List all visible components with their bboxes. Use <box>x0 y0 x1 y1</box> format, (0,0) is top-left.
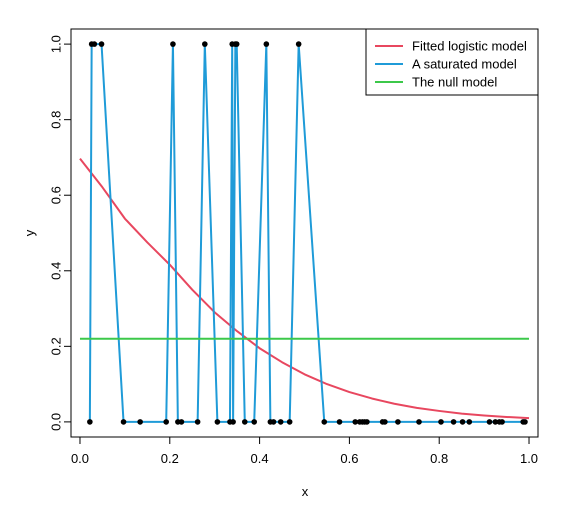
data-point <box>263 41 270 47</box>
the-null-model-legend-label: The null model <box>412 75 497 90</box>
x-axis: 0.0 0.2 0.4 0.6 0.8 1.0 <box>71 436 538 466</box>
legend: Fitted logistic model A saturated model Th… <box>365 28 539 96</box>
data-point <box>91 41 98 47</box>
x-axis-label: x <box>302 484 309 499</box>
data-point <box>194 419 201 425</box>
data-point <box>251 419 258 425</box>
data-point <box>352 419 359 425</box>
y-tick-label: 1.0 <box>49 35 64 53</box>
data-point <box>499 419 505 425</box>
data-point <box>416 419 422 425</box>
data-point <box>492 419 499 425</box>
data-point <box>459 419 466 425</box>
y-axis-label: y <box>22 229 37 236</box>
data-point <box>233 41 240 47</box>
data-point <box>241 419 248 425</box>
points-layer <box>87 41 528 425</box>
data-point <box>277 419 284 425</box>
y-tick-label: 0.0 <box>49 413 64 431</box>
data-point <box>382 419 388 425</box>
fitted-logistic-model-legend-label: Fitted logistic model <box>412 39 527 54</box>
x-tick-label: 0.8 <box>430 451 448 466</box>
legend-box <box>365 28 539 96</box>
data-point <box>395 419 401 425</box>
data-point <box>438 419 444 425</box>
y-tick-label: 0.6 <box>49 186 64 204</box>
data-point <box>295 41 302 47</box>
data-point <box>450 419 457 425</box>
x-tick-label: 0.2 <box>161 451 179 466</box>
data-point <box>170 41 176 47</box>
fitted-logistic-model-line <box>79 157 530 420</box>
data-point <box>364 419 370 425</box>
data-point <box>178 419 185 425</box>
data-point <box>466 419 473 425</box>
data-point <box>522 419 528 425</box>
data-point <box>321 419 328 425</box>
y-tick-label: 0.2 <box>49 337 64 355</box>
y-tick-label: 0.4 <box>49 262 64 280</box>
data-point <box>98 41 105 47</box>
y-tick-label: 0.8 <box>49 111 64 129</box>
x-tick-label: 0.6 <box>340 451 358 466</box>
x-tick-label: 0.4 <box>251 451 269 466</box>
data-point <box>230 419 236 425</box>
a-saturated-model-legend-label: A saturated model <box>412 57 517 72</box>
data-point <box>286 419 293 425</box>
data-point <box>202 41 208 47</box>
y-axis: 0.0 0.2 0.4 0.6 0.8 1.0 <box>49 35 72 431</box>
data-point <box>270 419 277 425</box>
data-point <box>137 419 143 425</box>
data-point <box>336 419 343 425</box>
data-point <box>163 419 169 425</box>
data-point <box>214 419 221 425</box>
x-tick-label: 1.0 <box>520 451 538 466</box>
series-layer <box>79 43 530 423</box>
a-saturated-model-line <box>88 43 525 423</box>
x-tick-label: 0.0 <box>71 451 89 466</box>
data-point <box>87 419 93 425</box>
data-point <box>486 419 493 425</box>
data-point <box>120 419 127 425</box>
